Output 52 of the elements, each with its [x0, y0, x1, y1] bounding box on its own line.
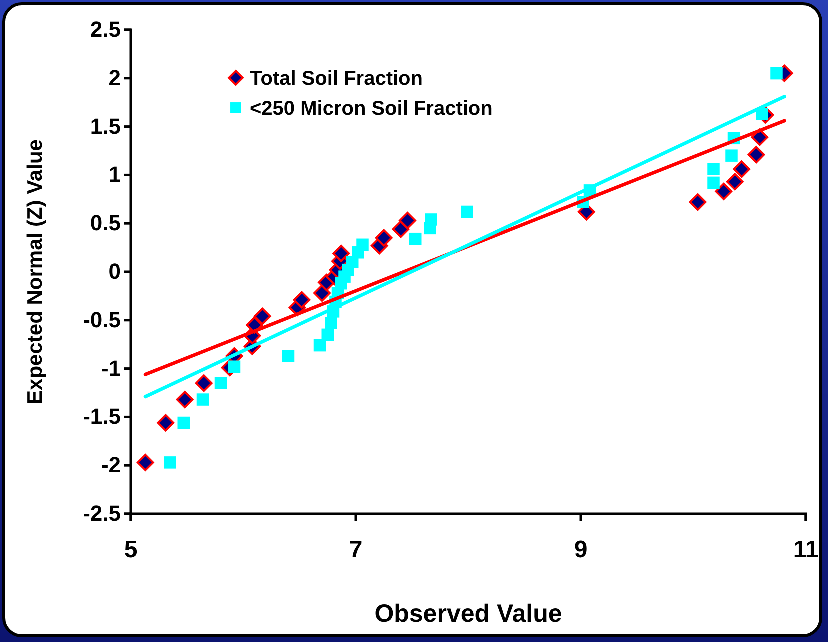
point — [176, 391, 194, 408]
point — [726, 173, 744, 191]
point — [282, 350, 295, 362]
y-tick-label: 0.5 — [90, 210, 121, 236]
x-axis-title: Observed Value — [374, 600, 562, 628]
y-tick-label: -0.5 — [83, 307, 121, 332]
point — [425, 214, 438, 226]
x-tick-label: 11 — [793, 536, 819, 564]
point — [748, 146, 766, 164]
point — [228, 360, 241, 373]
point — [196, 394, 210, 406]
y-tick-label: -1 — [101, 356, 121, 381]
point — [356, 238, 369, 252]
point — [733, 160, 751, 178]
point — [314, 339, 326, 352]
y-tick-label: 1 — [108, 162, 121, 188]
y-tick-label: -2 — [101, 452, 121, 478]
y-axis-title: Expected Normal (Z) Value — [24, 140, 47, 404]
point — [164, 456, 176, 469]
x-tick-label: 7 — [349, 536, 363, 564]
y-tick-label: 0 — [108, 259, 121, 284]
point — [325, 317, 338, 330]
point — [254, 308, 272, 326]
point — [195, 374, 213, 392]
y-tick-label: 2.5 — [90, 17, 121, 42]
point — [214, 377, 228, 390]
x-tick-label: 9 — [574, 536, 588, 564]
point — [332, 244, 350, 262]
point — [689, 194, 707, 211]
point — [410, 232, 422, 246]
x-tick-label: 5 — [124, 536, 138, 564]
point — [136, 454, 154, 472]
y-tick-label: -2.5 — [83, 501, 121, 526]
point — [293, 291, 311, 309]
point — [708, 163, 720, 176]
point — [726, 150, 738, 162]
point — [708, 176, 720, 190]
y-tick-label: 2 — [108, 65, 121, 90]
point — [157, 414, 175, 432]
point — [770, 67, 783, 80]
point — [322, 328, 334, 342]
point — [461, 206, 474, 218]
point — [751, 128, 769, 146]
y-tick-label: 1.5 — [90, 114, 121, 139]
point — [375, 229, 393, 247]
point — [399, 212, 416, 230]
y-tick-label: -1.5 — [83, 404, 121, 430]
legend-label: <250 Micron Soil Fraction — [250, 98, 493, 120]
point — [715, 182, 733, 200]
point — [314, 284, 331, 302]
point — [178, 416, 190, 430]
legend-label: Total Soil Fraction — [250, 68, 423, 90]
